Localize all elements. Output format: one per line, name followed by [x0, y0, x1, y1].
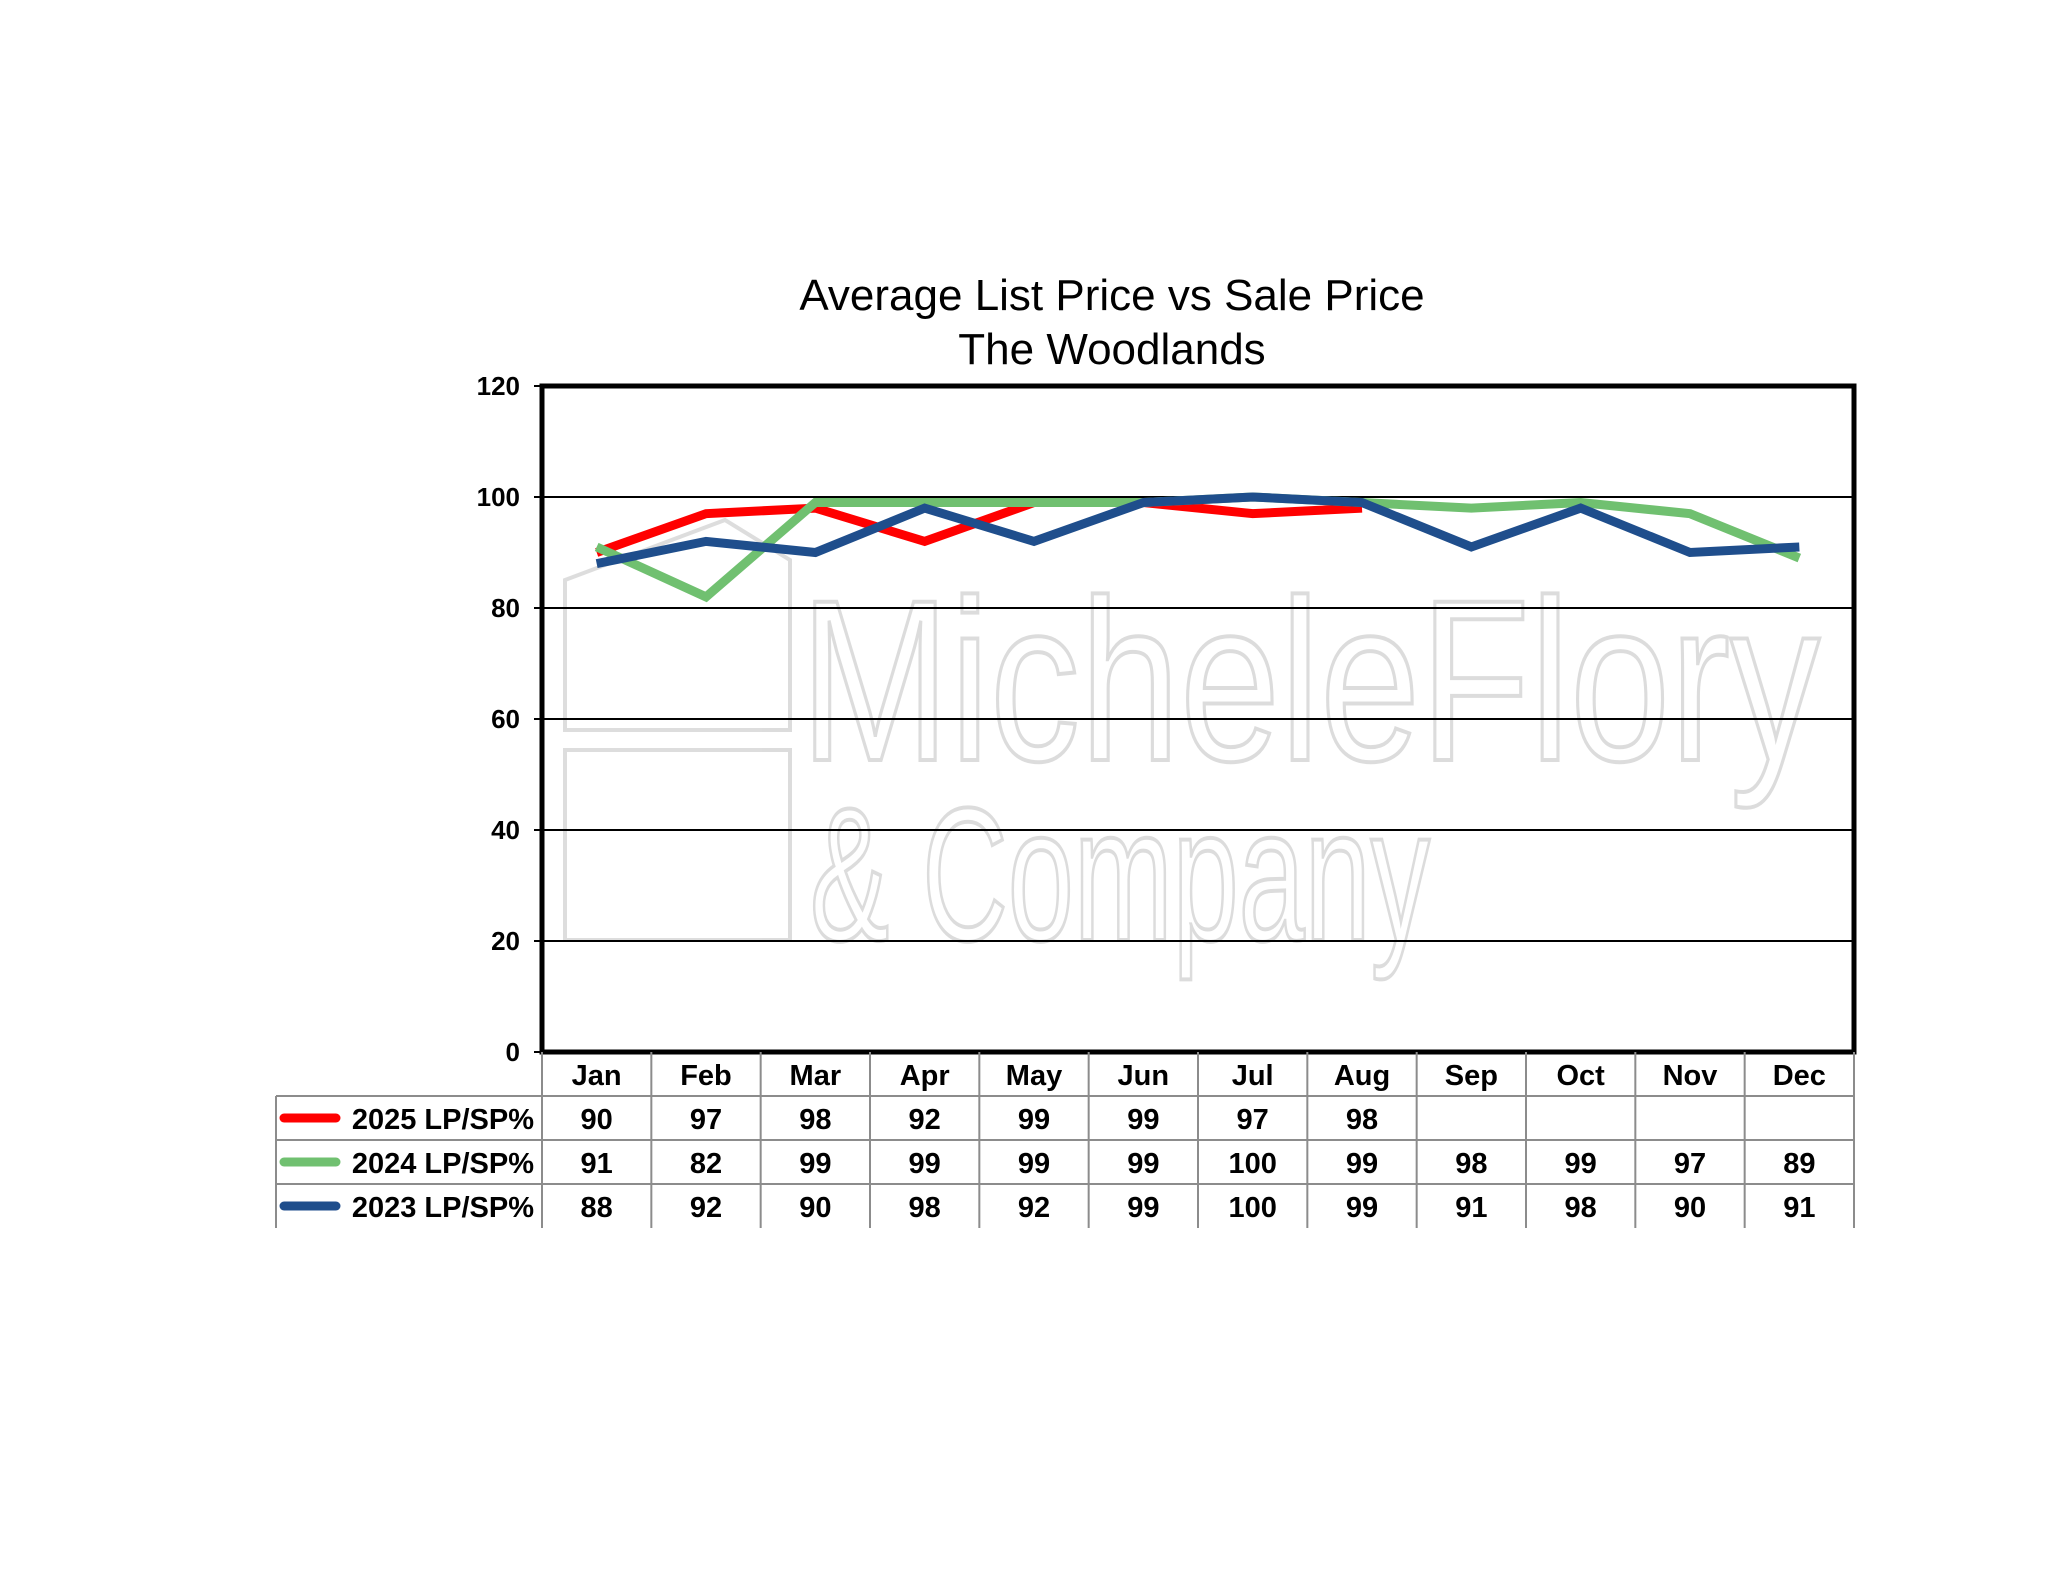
- grid-lines: [542, 496, 1854, 942]
- x-tick-label: May: [1006, 1060, 1062, 1092]
- table-cell-value: 90: [1674, 1192, 1706, 1224]
- watermark-logo: MicheleFlory & Company: [563, 517, 1822, 983]
- watermark-line1: MicheleFlory: [800, 552, 1820, 809]
- table-cell-value: 98: [1565, 1192, 1597, 1224]
- table-cell-value: 99: [1346, 1148, 1378, 1180]
- series-lines: [594, 492, 1802, 603]
- table-cell-value: 99: [909, 1148, 941, 1180]
- x-tick-label: Jan: [572, 1060, 622, 1092]
- table-cell-value: 99: [1565, 1148, 1597, 1180]
- y-tick-label: 80: [491, 593, 520, 623]
- table-cell-value: 91: [1455, 1192, 1487, 1224]
- table-cell-value: 97: [1674, 1148, 1706, 1180]
- table-cell-value: 92: [690, 1192, 722, 1224]
- table-cell-value: 99: [1127, 1104, 1159, 1136]
- chart-title: Average List Price vs Sale Price: [799, 271, 1424, 320]
- x-tick-label: Jul: [1232, 1060, 1274, 1092]
- y-tick-label: 0: [506, 1037, 520, 1067]
- x-tick-label: Mar: [790, 1060, 842, 1092]
- y-tick-label: 40: [491, 815, 520, 845]
- x-tick-label: Nov: [1663, 1060, 1718, 1092]
- table-cell-value: 91: [581, 1148, 613, 1180]
- x-tick-label: Oct: [1556, 1060, 1605, 1092]
- legend-label: 2025 LP/SP%: [352, 1104, 534, 1136]
- table-cell-value: 97: [690, 1104, 722, 1136]
- table-cell-value: 90: [799, 1192, 831, 1224]
- x-tick-label: Apr: [900, 1060, 950, 1092]
- legend-label: 2024 LP/SP%: [352, 1148, 534, 1180]
- table-cell-value: 99: [1018, 1104, 1050, 1136]
- table-cell-value: 99: [799, 1148, 831, 1180]
- y-tick-label: 100: [477, 482, 520, 512]
- y-tick-label: 20: [491, 926, 520, 956]
- table-cell-value: 97: [1237, 1104, 1269, 1136]
- table-cell-value: 98: [1455, 1148, 1487, 1180]
- table-cell-value: 100: [1228, 1192, 1276, 1224]
- table-cell-value: 82: [690, 1148, 722, 1180]
- x-tick-label: Sep: [1445, 1060, 1498, 1092]
- table-cell-value: 92: [1018, 1192, 1050, 1224]
- y-tick-label: 60: [491, 704, 520, 734]
- table-cell-value: 91: [1783, 1192, 1815, 1224]
- table-cell-value: 100: [1228, 1148, 1276, 1180]
- table-cell-value: 99: [1018, 1148, 1050, 1180]
- x-tick-label: Aug: [1334, 1060, 1390, 1092]
- table-cell-value: 90: [581, 1104, 613, 1136]
- table-cell-value: 98: [799, 1104, 831, 1136]
- table-cell-value: 88: [581, 1192, 613, 1224]
- chart-subtitle: The Woodlands: [958, 325, 1265, 374]
- series-line-2: [595, 492, 1800, 569]
- x-tick-label: Feb: [680, 1060, 732, 1092]
- x-tick-label: Jun: [1118, 1060, 1170, 1092]
- table-cell-value: 98: [909, 1192, 941, 1224]
- data-table: Jan Feb Mar Apr May Jun Jul Aug Sep Oct Nov Dec 2025…: [275, 1052, 1855, 1228]
- table-cell-value: 99: [1346, 1192, 1378, 1224]
- watermark-line2: & Company: [810, 769, 1430, 981]
- table-cell-value: 89: [1783, 1148, 1815, 1180]
- table-cell-value: 99: [1127, 1148, 1159, 1180]
- legend-label: 2023 LP/SP%: [352, 1192, 534, 1224]
- y-tick-label: 120: [477, 371, 520, 401]
- table-cell-value: 99: [1127, 1192, 1159, 1224]
- table-cell-value: 92: [909, 1104, 941, 1136]
- x-tick-label: Dec: [1773, 1060, 1826, 1092]
- y-axis-ticks: 0 20 40 60 80 100 120: [477, 371, 542, 1067]
- table-cell-value: 98: [1346, 1104, 1378, 1136]
